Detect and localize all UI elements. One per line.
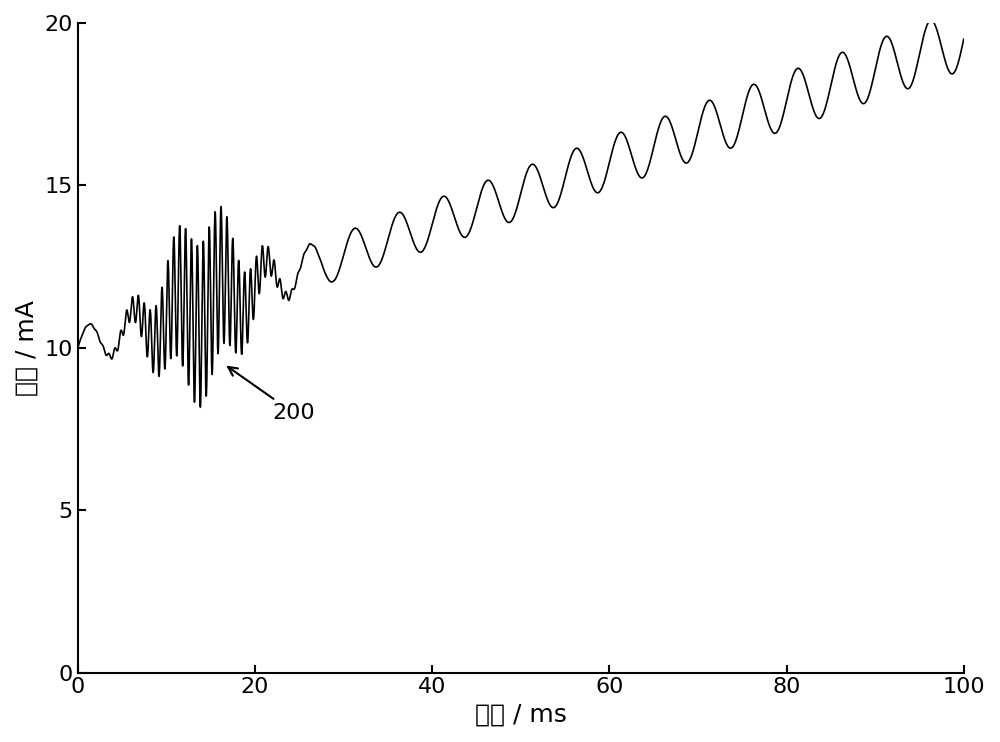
Y-axis label: 电流 / mA: 电流 / mA — [15, 300, 39, 395]
Text: 200: 200 — [228, 367, 315, 423]
X-axis label: 时间 / ms: 时间 / ms — [475, 703, 567, 727]
